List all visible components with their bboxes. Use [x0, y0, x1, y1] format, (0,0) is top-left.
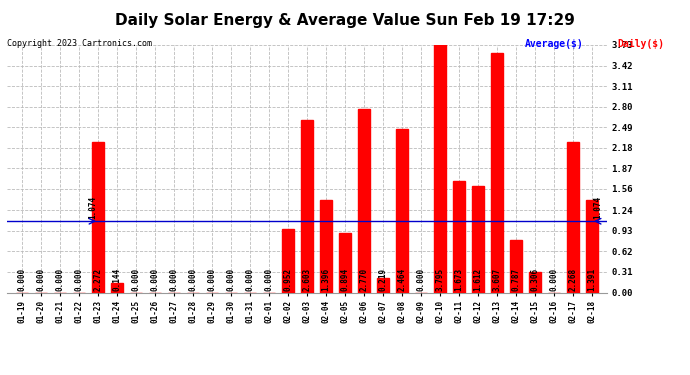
Text: 0.894: 0.894 — [341, 268, 350, 291]
Bar — [92, 142, 104, 292]
Text: Average($): Average($) — [524, 39, 583, 50]
Bar — [567, 142, 579, 292]
Text: Daily Solar Energy & Average Value Sun Feb 19 17:29: Daily Solar Energy & Average Value Sun F… — [115, 13, 575, 28]
Bar — [377, 278, 388, 292]
Bar — [302, 120, 313, 292]
Bar — [320, 200, 332, 292]
Text: 0.000: 0.000 — [170, 268, 179, 291]
Text: 2.464: 2.464 — [397, 268, 406, 291]
Text: 0.787: 0.787 — [511, 268, 520, 291]
Bar — [434, 40, 446, 292]
Text: 2.268: 2.268 — [569, 268, 578, 291]
Text: 0.000: 0.000 — [75, 268, 83, 291]
Text: 1.391: 1.391 — [587, 268, 596, 291]
Text: 0.000: 0.000 — [549, 268, 558, 291]
Text: 1.673: 1.673 — [455, 268, 464, 291]
Text: Daily($): Daily($) — [618, 39, 664, 50]
Text: 0.000: 0.000 — [208, 268, 217, 291]
Text: 2.770: 2.770 — [359, 268, 368, 291]
Bar — [282, 230, 294, 292]
Bar — [111, 283, 123, 292]
Text: 0.000: 0.000 — [56, 268, 65, 291]
Bar — [529, 272, 541, 292]
Bar — [358, 109, 370, 292]
Text: 1.612: 1.612 — [473, 268, 482, 291]
Text: 0.000: 0.000 — [264, 268, 273, 291]
Text: 0.000: 0.000 — [132, 268, 141, 291]
Bar — [339, 233, 351, 292]
Bar — [586, 200, 598, 292]
Text: 2.272: 2.272 — [94, 268, 103, 291]
Text: 2.603: 2.603 — [302, 268, 312, 291]
Bar — [396, 129, 408, 292]
Bar — [453, 182, 465, 292]
Text: 1.396: 1.396 — [322, 268, 331, 291]
Text: 0.000: 0.000 — [37, 268, 46, 291]
Bar — [511, 240, 522, 292]
Text: 0.144: 0.144 — [112, 268, 121, 291]
Text: 0.000: 0.000 — [226, 268, 235, 291]
Text: 3.607: 3.607 — [493, 268, 502, 291]
Text: Copyright 2023 Cartronics.com: Copyright 2023 Cartronics.com — [7, 39, 152, 48]
Bar — [491, 53, 503, 292]
Text: 0.000: 0.000 — [246, 268, 255, 291]
Text: 0.000: 0.000 — [188, 268, 197, 291]
Text: 0.219: 0.219 — [379, 268, 388, 291]
Text: 0.000: 0.000 — [150, 268, 159, 291]
Text: 0.306: 0.306 — [531, 268, 540, 291]
Text: 1.074: 1.074 — [88, 196, 97, 219]
Text: 1.074: 1.074 — [593, 196, 602, 219]
Text: 0.952: 0.952 — [284, 268, 293, 291]
Text: 0.000: 0.000 — [417, 268, 426, 291]
Text: 3.795: 3.795 — [435, 268, 444, 291]
Text: 0.000: 0.000 — [18, 268, 27, 291]
Bar — [473, 186, 484, 292]
